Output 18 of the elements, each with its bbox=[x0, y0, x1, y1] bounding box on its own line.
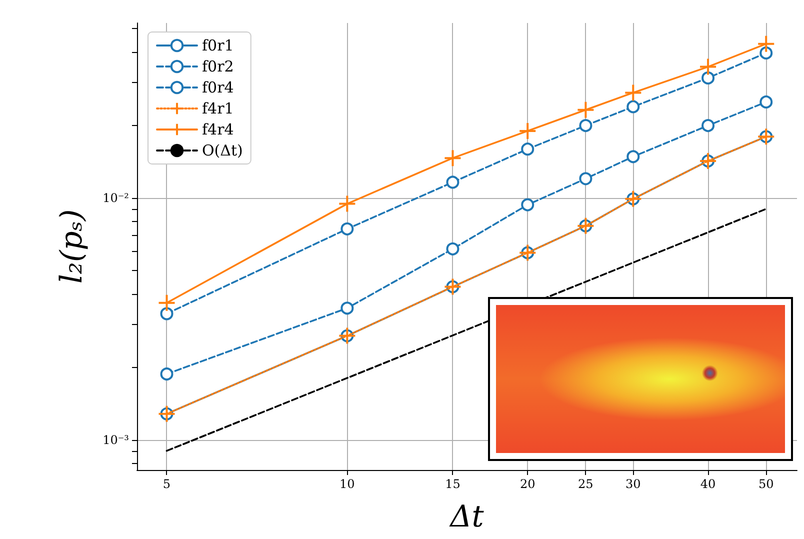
x-tick-label: 5 bbox=[162, 477, 171, 491]
x-tick-label: 40 bbox=[700, 477, 716, 491]
legend-label: f0r1 bbox=[202, 36, 234, 54]
y-tick-label: 10⁻³ bbox=[102, 432, 130, 447]
legend-label: f0r2 bbox=[202, 58, 234, 76]
y-axis-title: l₂(pₛ) bbox=[54, 209, 90, 284]
y-tick-label: 10⁻² bbox=[102, 190, 130, 205]
legend-label: O(Δt) bbox=[202, 142, 243, 160]
x-tick-label: 30 bbox=[626, 477, 641, 491]
legend-label: f4r1 bbox=[202, 100, 234, 118]
x-tick-label: 15 bbox=[445, 477, 460, 491]
x-tick-label: 20 bbox=[520, 477, 536, 491]
legend-label: f0r4 bbox=[202, 78, 234, 96]
x-tick-label: 10 bbox=[340, 477, 355, 491]
legend-label: f4r4 bbox=[202, 120, 234, 138]
x-tick-label: 25 bbox=[578, 477, 594, 491]
x-axis-title: Δt bbox=[449, 500, 485, 534]
x-tick-label: 50 bbox=[758, 477, 774, 491]
